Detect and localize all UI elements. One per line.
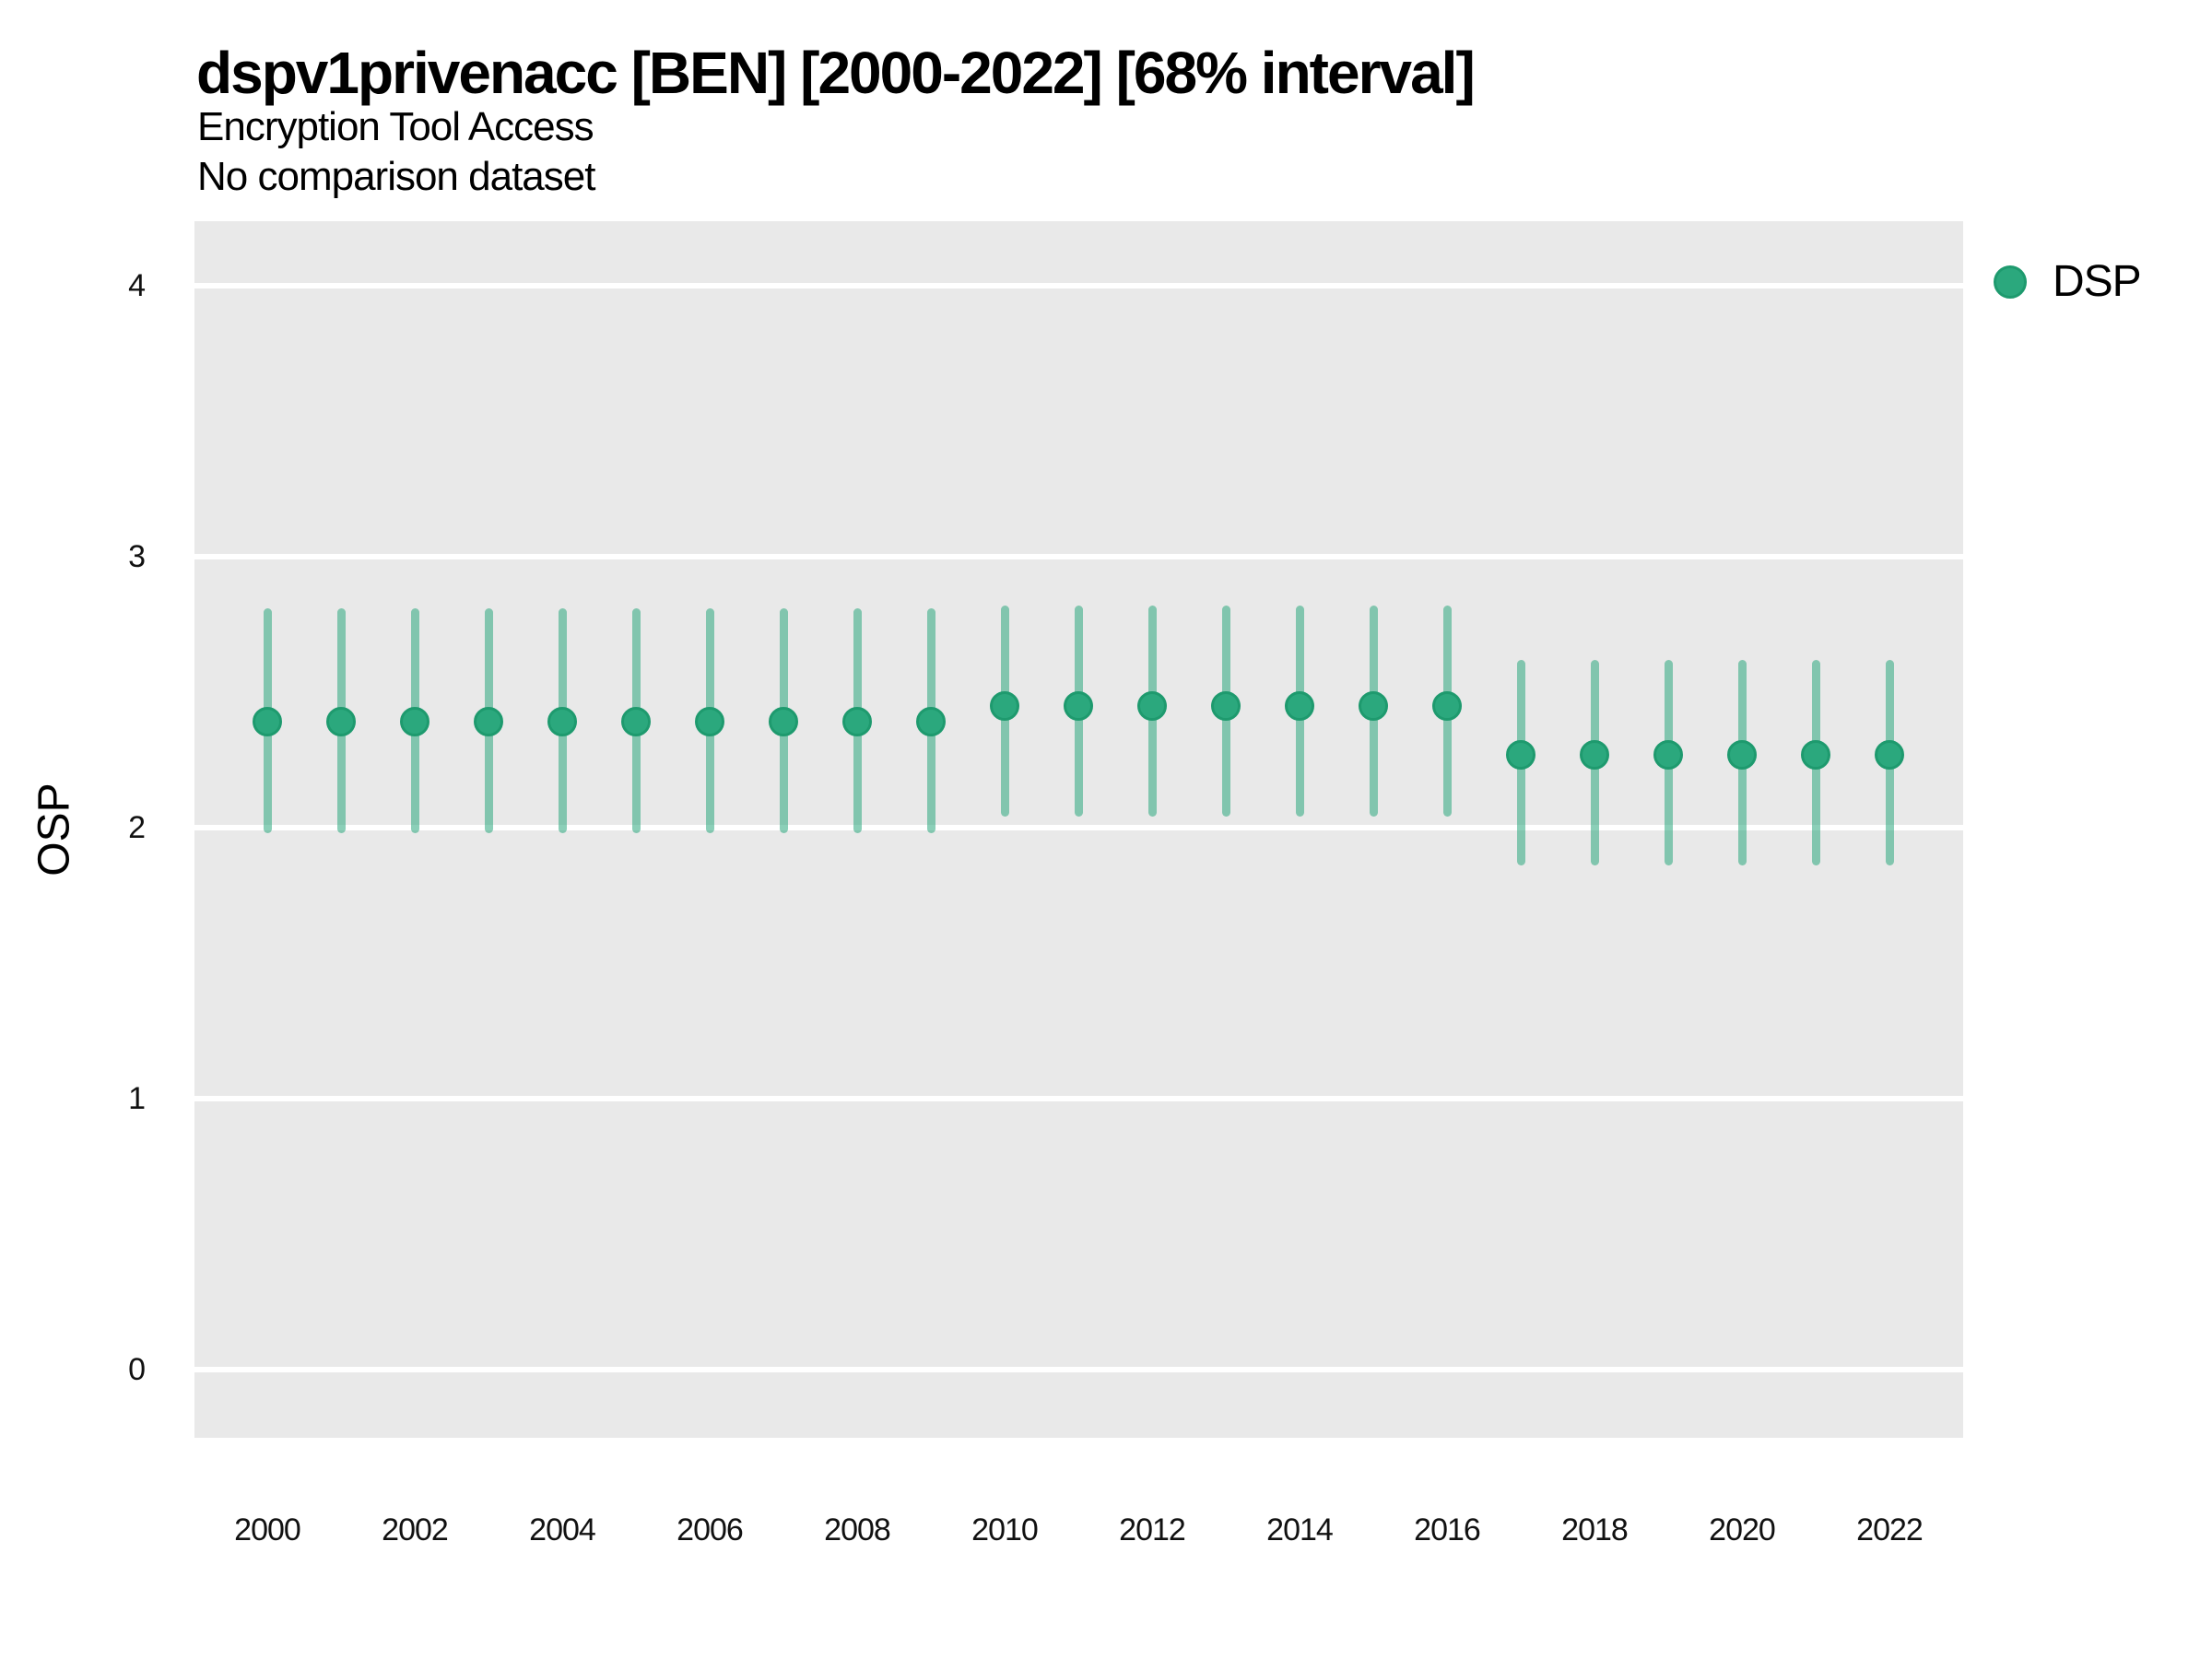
x-tick-label-2020: 2020 <box>1709 1512 1776 1547</box>
legend-label: DSP <box>2053 257 2142 306</box>
y-tick-label-3: 3 <box>128 539 146 574</box>
legend: DSP <box>1994 256 2142 307</box>
data-point-2021 <box>1801 739 1830 770</box>
data-point-2011 <box>1064 690 1093 721</box>
data-point-2009 <box>916 707 946 737</box>
x-tick-label-2008: 2008 <box>824 1512 891 1547</box>
data-point-2008 <box>842 707 872 737</box>
y-tick-label-2: 2 <box>128 810 146 845</box>
gridline-y-2 <box>194 825 1963 830</box>
data-point-2012 <box>1137 690 1167 721</box>
data-point-2010 <box>990 690 1019 721</box>
data-point-2006 <box>695 707 724 737</box>
y-tick-label-0: 0 <box>128 1352 146 1387</box>
data-point-2017 <box>1506 739 1535 770</box>
x-tick-label-2004: 2004 <box>529 1512 596 1547</box>
x-tick-label-2006: 2006 <box>677 1512 744 1547</box>
x-tick-label-2010: 2010 <box>971 1512 1039 1547</box>
x-tick-label-2014: 2014 <box>1266 1512 1334 1547</box>
data-point-2015 <box>1359 690 1388 721</box>
x-tick-label-2018: 2018 <box>1561 1512 1629 1547</box>
data-point-2018 <box>1580 739 1609 770</box>
x-tick-label-2002: 2002 <box>382 1512 449 1547</box>
y-tick-label-1: 1 <box>128 1081 146 1116</box>
data-point-2001 <box>326 707 356 737</box>
comparison-note: No comparison dataset <box>197 154 595 199</box>
data-point-2019 <box>1653 739 1683 770</box>
plot-panel <box>194 221 1963 1438</box>
x-tick-label-2012: 2012 <box>1119 1512 1186 1547</box>
data-point-2014 <box>1285 690 1314 721</box>
data-point-2013 <box>1211 690 1241 721</box>
data-point-2004 <box>547 707 577 737</box>
chart-title: dspv1privenacc [BEN] [2000-2022] [68% in… <box>196 40 1476 106</box>
data-point-2016 <box>1432 690 1462 721</box>
gridline-y-3 <box>194 554 1963 559</box>
gridline-y-0 <box>194 1367 1963 1372</box>
data-point-2007 <box>769 707 798 737</box>
x-tick-label-2016: 2016 <box>1414 1512 1481 1547</box>
data-point-2005 <box>621 707 651 737</box>
data-point-2000 <box>253 707 282 737</box>
data-point-2003 <box>474 707 503 737</box>
x-tick-label-2022: 2022 <box>1856 1512 1924 1547</box>
y-tick-label-4: 4 <box>128 268 146 303</box>
legend-circle-icon <box>1994 265 2027 299</box>
x-tick-label-2000: 2000 <box>234 1512 301 1547</box>
chart-subtitle: Encryption Tool Access <box>197 104 594 149</box>
data-point-2020 <box>1727 739 1757 770</box>
data-point-2022 <box>1875 739 1904 770</box>
data-point-2002 <box>400 707 429 737</box>
gridline-y-4 <box>194 283 1963 288</box>
gridline-y-1 <box>194 1096 1963 1101</box>
